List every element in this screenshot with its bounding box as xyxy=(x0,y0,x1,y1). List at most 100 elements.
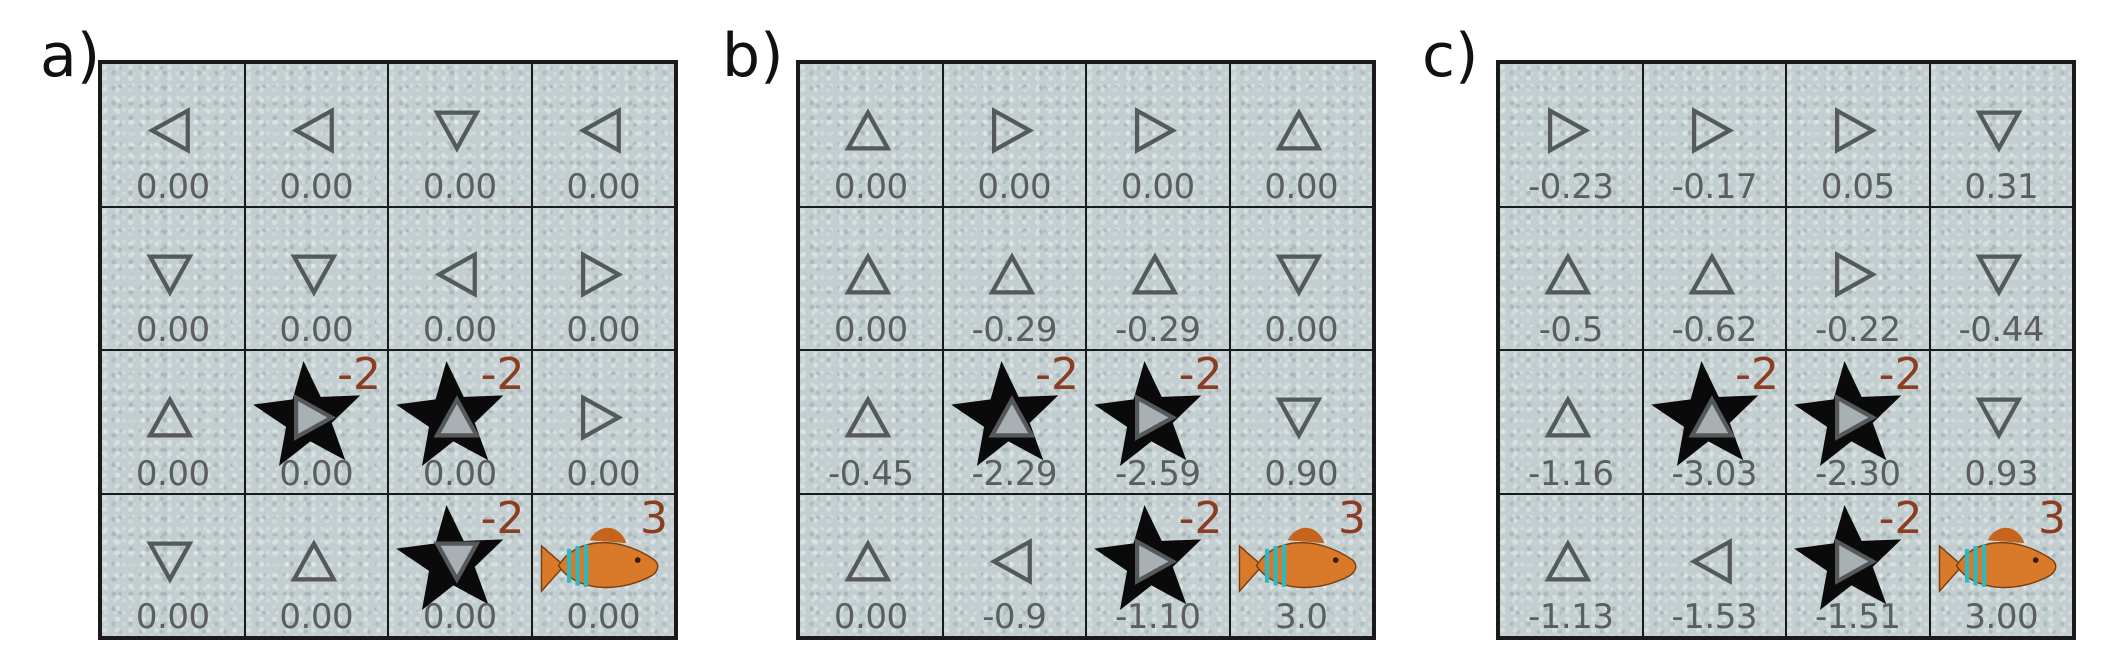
cell-value: 0.00 xyxy=(833,310,908,350)
cell-value: 0.00 xyxy=(566,453,641,494)
cell-graphic xyxy=(1544,395,1592,438)
arrow-right-icon xyxy=(580,250,623,298)
arrow-up-icon xyxy=(146,395,194,438)
grid-cell: 0.00 xyxy=(101,206,245,350)
grid-cell: 0.00 xyxy=(244,63,388,207)
arrow-down-icon xyxy=(1275,397,1322,440)
cell-value: -0.29 xyxy=(971,310,1058,350)
cell-value: 0.00 xyxy=(566,310,641,350)
arrow-down-icon xyxy=(1275,254,1322,297)
cell-value: 0.00 xyxy=(833,597,908,637)
reward-label: 3 xyxy=(1338,492,1366,544)
cell-graphic xyxy=(1975,397,2022,440)
grid-cell: -2 0.00 xyxy=(388,492,532,637)
cell-value: -0.29 xyxy=(1115,310,1201,350)
arrow-right-icon xyxy=(1547,107,1591,154)
cell-graphic xyxy=(578,107,621,154)
arrow-up-icon xyxy=(433,395,481,438)
arrow-up-icon xyxy=(1275,108,1322,151)
grid-cell: -1.13 xyxy=(1499,493,1643,637)
arrow-right-icon xyxy=(1834,250,1878,298)
grid-cell: 0.00 xyxy=(1086,63,1230,207)
cell-value: 0.00 xyxy=(566,597,641,637)
arrow-down-icon xyxy=(1975,254,2022,297)
panel-label: a) xyxy=(40,21,101,91)
cell-value: 0.00 xyxy=(977,166,1052,207)
panel-a: a) 0.00 0.00 0.00 0.00 0.00 0.00 0.00 0.00 0.00-… xyxy=(0,0,700,668)
panel-c: c) -0.23 -0.17 0.05 0.31 -0.5 -0.62 -0.22 -0.44… xyxy=(1400,0,2100,668)
arrow-right-icon xyxy=(1134,394,1178,441)
arrow-up-icon xyxy=(1688,251,1735,294)
grid-cell: 0.00 xyxy=(1229,206,1373,350)
cell-graphic xyxy=(989,537,1032,585)
arrow-up-icon xyxy=(1688,395,1735,438)
grid-cell: 0.00 xyxy=(101,493,245,637)
fish-icon xyxy=(1238,527,1356,593)
arrow-left-icon xyxy=(434,250,477,298)
grid-cell: 0.00 xyxy=(531,63,675,207)
grid-cell: 0.00 xyxy=(388,63,532,207)
cell-graphic xyxy=(1794,361,1902,467)
grid-cell: -2 -2.30 xyxy=(1786,350,1930,494)
cell-graphic xyxy=(1834,107,1878,154)
grid-cell: -1.16 xyxy=(1499,350,1643,494)
cell-value: 0.00 xyxy=(1120,166,1195,207)
grid-cell: -0.23 xyxy=(1499,63,1643,207)
cell-graphic xyxy=(252,361,360,467)
arrow-right-icon xyxy=(1834,107,1878,154)
cell-value: 0.00 xyxy=(1264,166,1339,207)
cell-graphic xyxy=(290,538,337,581)
arrow-right-icon xyxy=(580,394,623,441)
reward-label: 3 xyxy=(640,492,668,544)
cell-value: -0.9 xyxy=(982,597,1047,637)
grid-world: 0.00 0.00 0.00 0.00 0.00 0.00 0.00 0.00 0.00 -2 0.… xyxy=(98,60,678,640)
arrow-up-icon xyxy=(844,395,892,438)
cell-graphic xyxy=(844,108,892,151)
grid-cell: 0.00 xyxy=(531,350,675,494)
cell-value: -0.22 xyxy=(1815,310,1901,350)
grid-cell: -2 -1.10 xyxy=(1086,493,1230,637)
grid-cell: 0.93 xyxy=(1929,350,2073,494)
grid-cell: 3 3.0 xyxy=(1229,492,1373,637)
cell-value: -1.13 xyxy=(1528,597,1614,637)
arrow-right-icon xyxy=(991,107,1034,154)
arrow-left-icon xyxy=(147,107,190,154)
grid-cell: 0.00 xyxy=(799,63,943,207)
cell-graphic xyxy=(988,251,1035,294)
cell-graphic xyxy=(1794,504,1902,610)
grid-cell: -0.9 xyxy=(942,493,1086,637)
grid-cell: 0.00 xyxy=(531,206,675,350)
cell-graphic xyxy=(1689,537,1732,585)
arrow-down-icon xyxy=(433,110,481,153)
arrow-left-icon xyxy=(989,537,1032,585)
arrow-right-icon xyxy=(1134,537,1178,585)
grid-cell: 0.05 xyxy=(1786,63,1930,207)
panel-b: b) 0.00 0.00 0.00 0.00 0.00 -0.29 -0.29 0.00 -0.… xyxy=(700,0,1400,668)
grid-cell: -1.53 xyxy=(1642,493,1786,637)
arrow-up-icon xyxy=(844,538,892,581)
cell-value: 0.93 xyxy=(1964,453,2039,494)
reward-label: -2 xyxy=(1878,492,1923,544)
grid-cell: 0.00 xyxy=(244,493,388,637)
cell-graphic xyxy=(1691,107,1734,154)
cell-value: -1.10 xyxy=(1115,597,1201,637)
arrow-right-icon xyxy=(1691,107,1734,154)
grid-cell: -0.29 xyxy=(1086,206,1230,350)
grid-cell: -0.17 xyxy=(1642,63,1786,207)
grid-cell: 0.00 xyxy=(799,493,943,637)
cell-value: 0.00 xyxy=(279,166,354,207)
cell-value: 0.00 xyxy=(135,597,210,637)
arrow-down-icon xyxy=(1975,110,2022,153)
grid-cell: -2 -1.51 xyxy=(1786,492,1930,637)
cell-value: -0.62 xyxy=(1671,310,1758,350)
grid-world: -0.23 -0.17 0.05 0.31 -0.5 -0.62 -0.22 -0.44 -1.… xyxy=(1496,60,2076,640)
cell-value: 3.00 xyxy=(1964,597,2039,637)
arrow-left-icon xyxy=(1689,537,1732,585)
cell-value: -3.03 xyxy=(1671,453,1758,494)
grid-cell: 0.00 xyxy=(799,206,943,350)
grid-world: 0.00 0.00 0.00 0.00 0.00 -0.29 -0.29 0.00 -0.45-… xyxy=(796,60,1376,640)
grid-cell: -2 -3.03 xyxy=(1642,350,1786,494)
grid-cell: 0.00 xyxy=(1229,63,1373,207)
reward-label: -2 xyxy=(480,492,525,544)
cell-value: 0.00 xyxy=(422,597,497,637)
